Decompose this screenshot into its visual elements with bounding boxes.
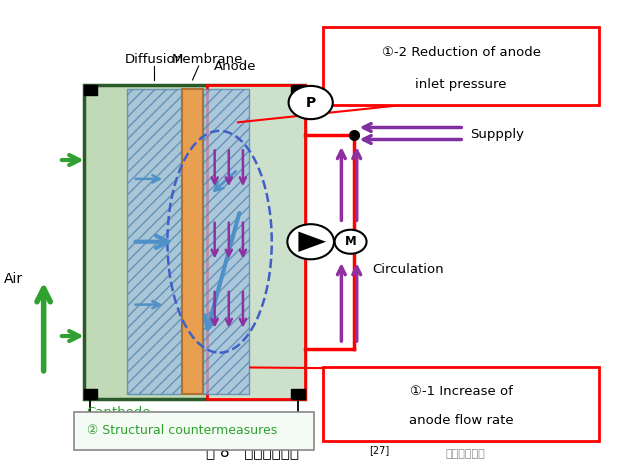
Bar bbox=[207, 85, 305, 399]
Text: Suppply: Suppply bbox=[470, 128, 524, 141]
Text: Anode: Anode bbox=[214, 60, 256, 73]
FancyBboxPatch shape bbox=[323, 366, 599, 440]
Circle shape bbox=[287, 224, 334, 259]
Text: ①-2 Reduction of anode: ①-2 Reduction of anode bbox=[381, 46, 540, 60]
Text: Diffusion: Diffusion bbox=[124, 53, 184, 66]
Bar bbox=[84, 389, 97, 399]
Text: Circulation: Circulation bbox=[372, 263, 444, 276]
Bar bbox=[182, 89, 203, 394]
Text: 图 8   阴极运行示意: 图 8 阴极运行示意 bbox=[206, 444, 300, 459]
Text: [27]: [27] bbox=[369, 445, 389, 455]
Text: Canthode: Canthode bbox=[87, 406, 151, 419]
Circle shape bbox=[288, 86, 333, 119]
Text: ② Structural countermeasures: ② Structural countermeasures bbox=[87, 424, 277, 437]
Text: ①-1 Increase of: ①-1 Increase of bbox=[410, 385, 513, 398]
Circle shape bbox=[335, 230, 366, 254]
Text: Air: Air bbox=[3, 272, 22, 286]
Text: M: M bbox=[345, 235, 357, 248]
Bar bbox=[203, 89, 249, 394]
Bar bbox=[84, 85, 97, 95]
FancyBboxPatch shape bbox=[323, 27, 599, 106]
FancyBboxPatch shape bbox=[74, 412, 314, 450]
Bar bbox=[291, 85, 305, 95]
Text: inlet pressure: inlet pressure bbox=[415, 78, 507, 91]
Bar bbox=[84, 85, 305, 399]
Bar bbox=[126, 89, 182, 394]
Bar bbox=[291, 389, 305, 399]
Text: P: P bbox=[306, 95, 316, 110]
Text: 艾邦氢科技网: 艾邦氢科技网 bbox=[446, 449, 485, 459]
Text: Membrane: Membrane bbox=[172, 53, 243, 66]
Text: anode flow rate: anode flow rate bbox=[409, 414, 513, 427]
Polygon shape bbox=[298, 232, 326, 252]
